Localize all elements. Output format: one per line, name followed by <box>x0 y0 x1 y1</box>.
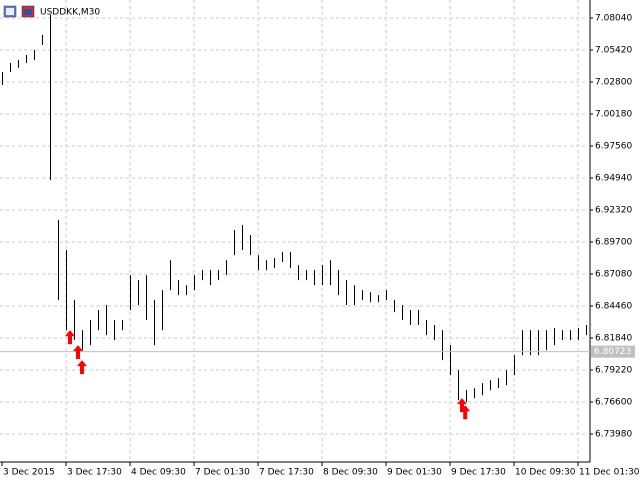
x-tick-label: 11 Dec 01:30 <box>579 468 640 478</box>
x-tick-label: 7 Dec 01:30 <box>195 468 250 478</box>
y-tick-label: 6.92320 <box>595 205 632 215</box>
y-tick-label: 6.76600 <box>595 398 632 408</box>
x-tick-label: 10 Dec 09:30 <box>515 468 576 478</box>
last-price-box <box>591 345 635 358</box>
x-tick-label: 9 Dec 01:30 <box>387 468 442 478</box>
y-tick-label: 7.00180 <box>595 109 632 119</box>
grid <box>0 0 590 462</box>
x-tick-label: 8 Dec 09:30 <box>323 468 378 478</box>
signal-arrow <box>77 360 87 375</box>
y-tick-label: 6.84460 <box>595 302 632 312</box>
y-tick-label: 7.05420 <box>595 45 632 55</box>
signal-arrow <box>460 405 471 420</box>
icon <box>6 8 14 15</box>
y-tick-label: 6.87080 <box>595 269 632 279</box>
y-tick-label: 6.79220 <box>595 366 632 376</box>
x-tick-label: 4 Dec 09:30 <box>131 468 186 478</box>
y-tick-label: 6.94940 <box>595 173 632 183</box>
x-tick-label: 9 Dec 17:30 <box>451 468 506 478</box>
y-tick-label: 6.97560 <box>595 141 632 151</box>
icon <box>24 9 32 15</box>
y-tick-label: 6.81840 <box>595 334 632 344</box>
y-tick-label: 6.89700 <box>595 237 632 247</box>
x-tick-label: 3 Dec 2015 <box>3 468 55 478</box>
signal-arrow <box>73 345 83 360</box>
x-tick-label: 3 Dec 17:30 <box>67 468 122 478</box>
chart-icons <box>3 5 35 18</box>
y-tick-label: 7.08040 <box>595 13 632 23</box>
signal-arrow <box>457 398 467 413</box>
chart-title: USDDKK,M30 <box>40 8 100 18</box>
signal-arrow <box>65 330 75 345</box>
x-tick-label: 7 Dec 17:30 <box>259 468 314 478</box>
y-tick-label: 6.73980 <box>595 430 632 440</box>
y-tick-label: 7.02800 <box>595 77 632 87</box>
last-price-label: 6.80723 <box>594 347 631 357</box>
